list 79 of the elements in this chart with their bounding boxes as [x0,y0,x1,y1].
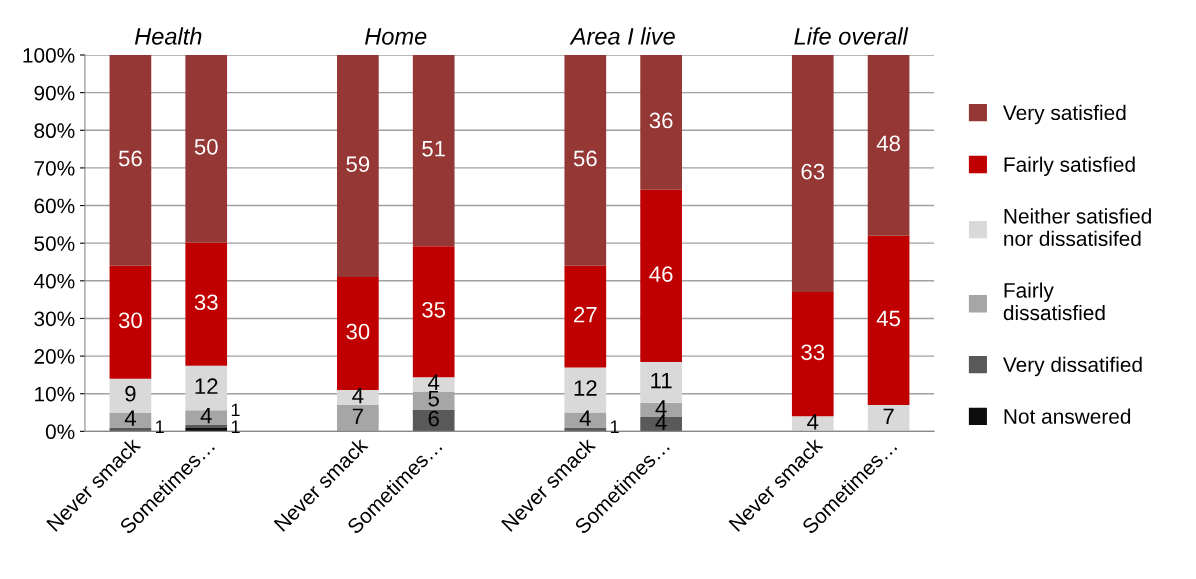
data-label: 35 [422,301,446,318]
y-tick-label: 20% [34,349,75,364]
legend-label: Very dissatified [1002,356,1142,377]
bar [640,417,682,432]
bar [791,416,834,432]
data-label: 30 [346,323,370,340]
data-label: 50 [194,138,218,155]
data-label: 4 [124,410,136,426]
data-label: 48 [876,135,900,152]
y-tick-label: 40% [33,273,75,289]
y-tick-label: 60% [34,198,75,214]
bar [337,405,379,432]
legend-label: Very satisfied [1002,104,1126,125]
legend-label: Fairly dissatisfied [1003,282,1105,321]
data-label: 51 [422,141,445,157]
data-label: 1 [156,420,164,434]
y-tick-label: 10% [35,386,75,402]
data-label: 30 [118,312,142,329]
data-label: 46 [649,266,673,282]
bar [185,55,228,243]
data-label: 1 [231,420,240,434]
data-label: 59 [346,156,370,172]
bar [337,277,379,390]
data-label: 63 [801,163,825,180]
bar [185,410,228,425]
legend-label: Not answered [1004,408,1131,424]
data-label: 33 [194,294,218,311]
data-label: 56 [573,150,597,167]
data-label: 56 [118,150,142,167]
bar [867,405,910,432]
data-label: 4 [807,414,819,430]
data-label: 7 [883,408,894,424]
bar [412,55,455,247]
text: Home [365,28,427,45]
y-tick-label: 70% [34,160,75,176]
bar [564,265,607,368]
bar [337,389,379,406]
bar [337,55,379,278]
y-tick-label: 50% [34,236,75,251]
text: Health [134,27,202,45]
data-label: 11 [651,372,672,389]
data-label: 45 [876,310,901,327]
data-label: 1 [610,420,619,434]
y-tick-label: 100% [23,48,75,63]
data-label: 4 [655,414,667,430]
data-label: 12 [574,380,597,396]
data-label: 12 [195,378,218,394]
bar [640,55,682,190]
bar [564,55,607,266]
data-label: 6 [428,410,439,427]
bar [867,55,910,236]
y-tick-label: 90% [34,85,75,101]
bar [791,55,834,293]
legend-label: Neither satisfied nor dissatisifed [1004,208,1151,247]
bar [109,412,152,428]
legend-label: Fairly satisfied [1004,156,1135,177]
data-label: 4 [200,407,212,424]
y-tick-label: 30% [34,311,75,327]
bar [109,55,152,266]
bar [109,265,152,379]
data-label: 27 [574,306,597,323]
data-label: 36 [649,112,673,129]
data-label: 4 [352,387,364,404]
bar [185,242,228,366]
bar [640,189,682,363]
data-label: 4 [579,410,591,426]
data-label: 33 [801,344,825,361]
data-label: 1 [231,403,240,417]
data-label: 9 [125,385,136,402]
data-label: 4 [655,400,667,416]
text: Area I live [569,27,675,45]
bar [564,412,607,428]
data-label: 7 [352,408,363,424]
data-label: 4 [428,374,440,391]
text: Life overall [794,27,909,45]
y-tick-label: 0% [45,424,75,440]
y-tick-label: 80% [34,123,75,139]
data-label: 5 [428,390,439,407]
bar [867,235,910,406]
